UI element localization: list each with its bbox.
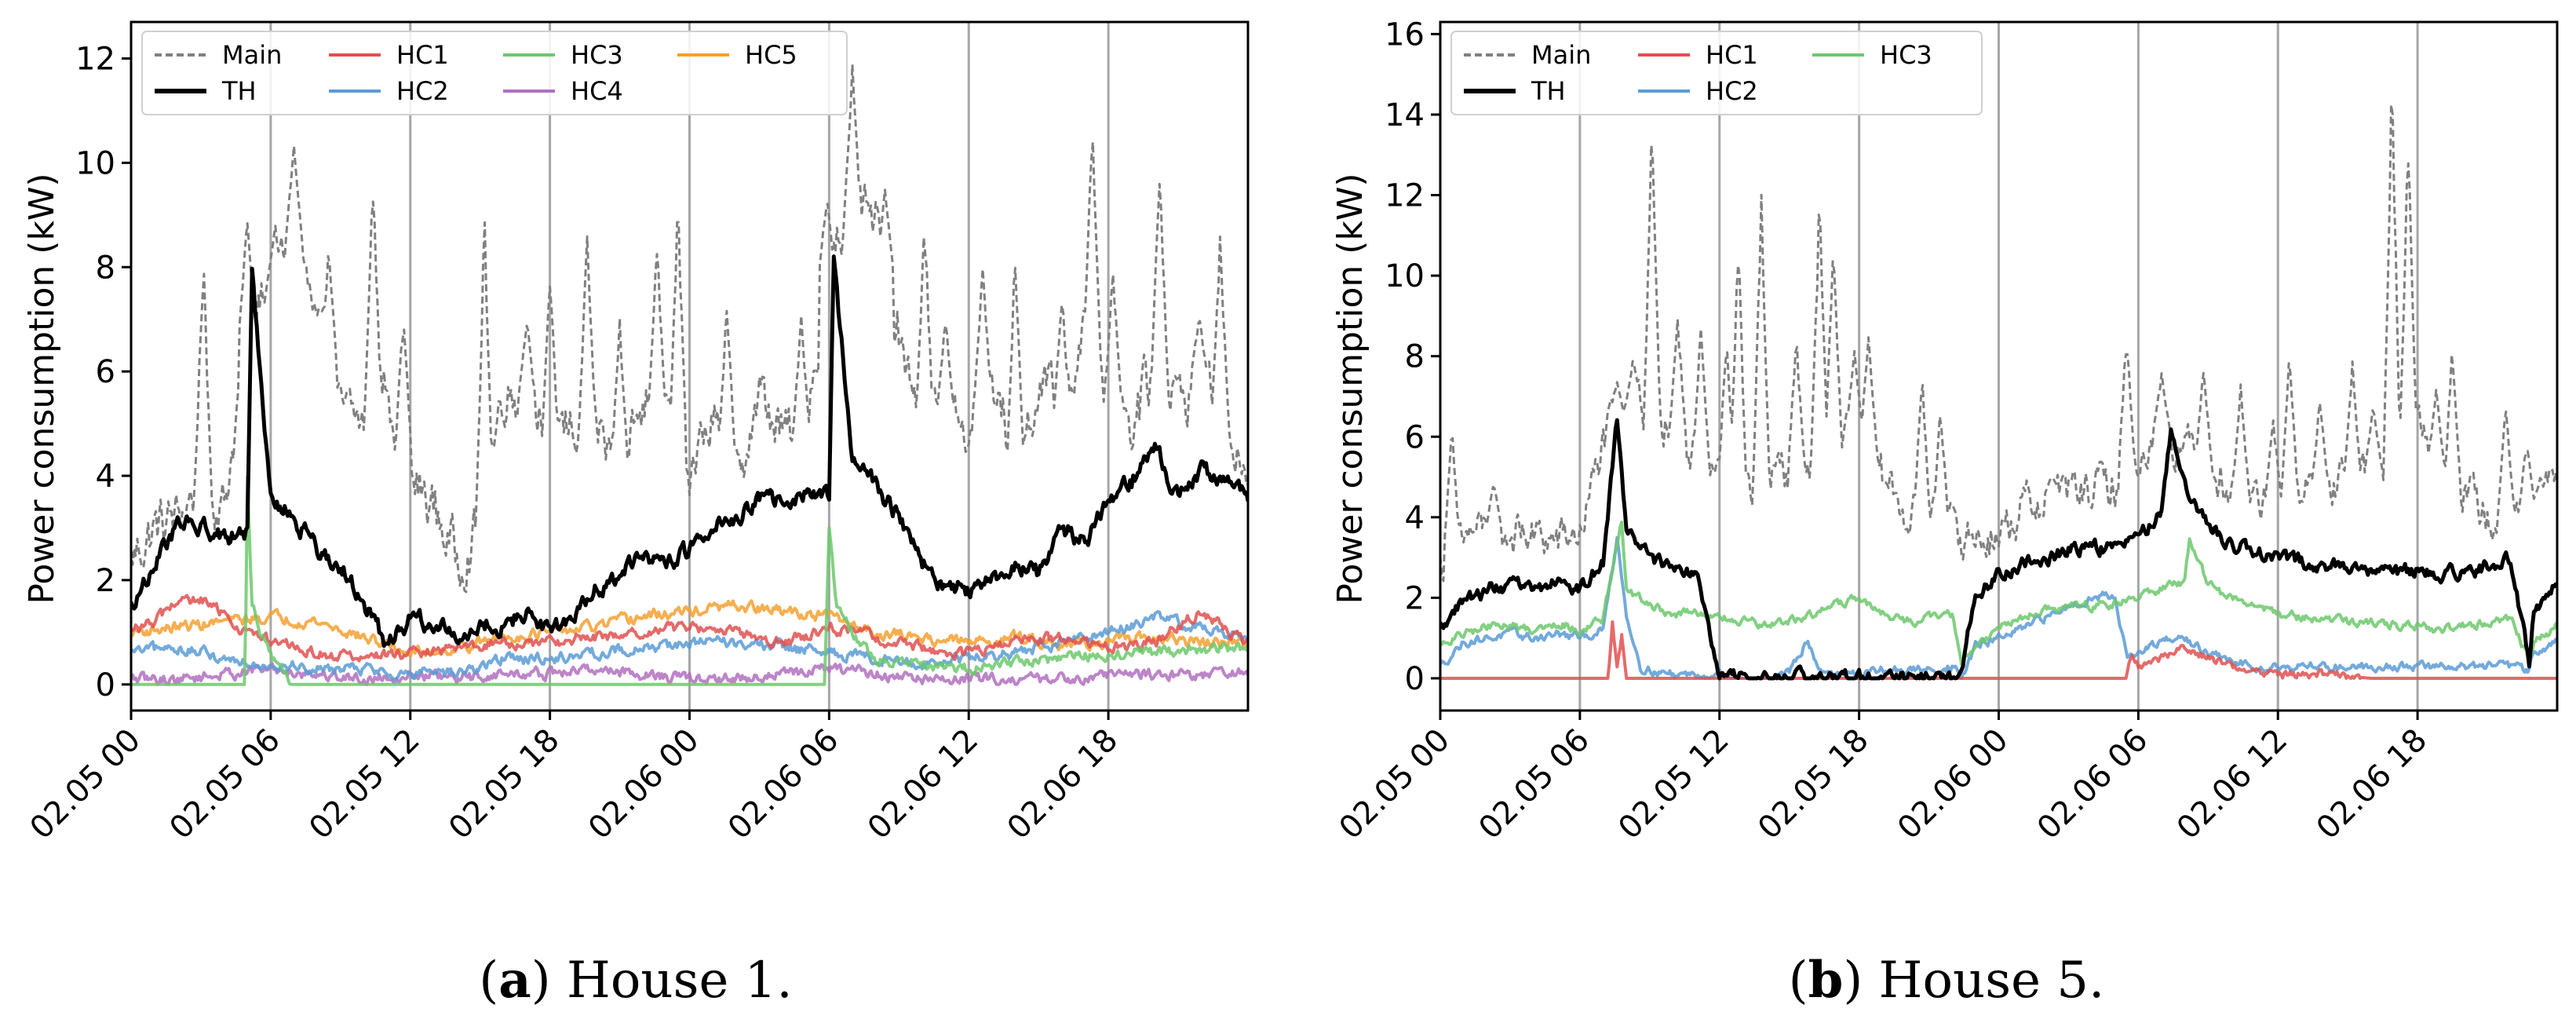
series-line-main — [1440, 104, 2557, 583]
legend-label-th: TH — [221, 76, 257, 106]
series-group — [131, 63, 1248, 686]
y-tick-label: 12 — [75, 42, 115, 78]
caption: (b) House 5. — [1789, 951, 2105, 1010]
series-line-hc4 — [131, 662, 1248, 686]
y-tick-label: 8 — [96, 250, 115, 286]
legend-box — [141, 31, 848, 115]
legend-label-hc1: HC1 — [1706, 40, 1758, 70]
legend-label-main: Main — [1531, 40, 1591, 70]
y-tick-label: 4 — [96, 459, 115, 495]
series-line-hc5 — [131, 599, 1248, 659]
series-line-main — [131, 63, 1248, 594]
series-line-hc1 — [1440, 620, 2557, 680]
series-line-hc3 — [131, 475, 1248, 686]
legend-label-main: Main — [222, 40, 282, 70]
y-tick-label: 10 — [1385, 258, 1425, 294]
series-group — [1440, 104, 2557, 681]
y-axis-label: Power consumption (kW) — [22, 173, 62, 604]
caption-text: House 1. — [551, 952, 793, 1010]
y-tick-label: 0 — [1405, 661, 1425, 697]
y-axis-label: Power consumption (kW) — [1330, 173, 1370, 604]
y-tick-label: 6 — [1405, 419, 1425, 455]
legend-label-hc3: HC3 — [571, 40, 623, 70]
y-tick-label: 6 — [96, 354, 115, 390]
y-tick-label: 8 — [1405, 339, 1425, 375]
y-tick-label: 2 — [96, 563, 115, 599]
legend: Main TH HC1 HC2 HC3 — [1450, 31, 1983, 115]
legend-label-hc3: HC3 — [1880, 40, 1932, 70]
caption-label: a — [498, 951, 531, 1010]
caption-label: b — [1808, 951, 1844, 1010]
legend-label-hc2: HC2 — [396, 76, 449, 106]
series-line-th — [131, 254, 1248, 649]
series-line-hc1 — [131, 594, 1248, 663]
legend-label-hc4: HC4 — [571, 76, 623, 106]
caption-text: House 5. — [1863, 952, 2104, 1010]
y-tick-label: 14 — [1385, 97, 1425, 133]
y-tick-label: 0 — [96, 667, 115, 703]
y-tick-label: 4 — [1405, 500, 1425, 536]
series-line-th — [1440, 418, 2557, 681]
series-line-hc2 — [1440, 535, 2557, 680]
series-line-hc3 — [1440, 521, 2557, 666]
legend-label-hc1: HC1 — [396, 40, 449, 70]
legend-label-th: TH — [1531, 76, 1566, 106]
panel-house-5: Power consumption (kW) 024681012141602.0… — [1330, 16, 2559, 1010]
legend-box — [1450, 31, 1983, 115]
legend-label-hc2: HC2 — [1706, 76, 1758, 106]
y-tick-label: 10 — [75, 145, 115, 181]
y-tick-label: 16 — [1385, 16, 1425, 53]
legend-label-hc5: HC5 — [745, 40, 797, 70]
y-tick-label: 2 — [1405, 580, 1425, 616]
caption: (a) House 1. — [479, 951, 792, 1010]
y-tick-label: 12 — [1385, 178, 1425, 214]
legend: Main TH HC1 HC2 HC3 HC4 HC5 — [141, 31, 848, 115]
